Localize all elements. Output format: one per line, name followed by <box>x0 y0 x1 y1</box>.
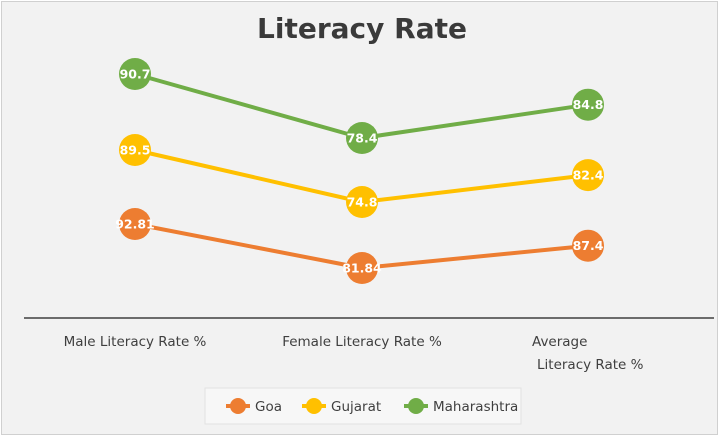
x-tick-label: Female Literacy Rate % <box>282 334 442 350</box>
legend-item-maharashtra: Maharashtra <box>404 398 518 415</box>
maharashtra-point <box>119 58 151 90</box>
gujarat-point <box>572 159 604 192</box>
goa-point <box>346 252 378 284</box>
gujarat-line-segment <box>133 148 364 204</box>
goa-point <box>119 208 151 240</box>
goa-line-segment <box>133 222 364 270</box>
gujarat-line-segment <box>360 173 590 204</box>
goa-point <box>572 229 604 262</box>
x-tick-label: Literacy Rate % <box>537 357 644 373</box>
goa-data-label: 87.4 <box>573 238 604 253</box>
legend-marker-maharashtra <box>408 398 424 414</box>
maharashtra-point <box>346 122 378 154</box>
goa-line-segment <box>360 243 590 270</box>
category-labels: Male Literacy Rate % Female Literacy Rate… <box>64 334 644 373</box>
gujarat-data-label: 74.8 <box>347 195 378 210</box>
maharashtra-data-label: 90.7 <box>120 67 151 82</box>
legend-label-gujarat: Gujarat <box>331 399 381 415</box>
goa-data-label: 81.84 <box>342 261 382 276</box>
legend-item-goa: Goa <box>226 398 282 415</box>
goa-data-label: 92.81 <box>115 217 155 232</box>
legend-box <box>204 387 522 425</box>
series-maharashtra: 90.7 78.4 84.8 <box>119 58 604 154</box>
maharashtra-point <box>572 88 604 121</box>
gujarat-point <box>346 186 378 218</box>
chart-title: Literacy Rate <box>257 12 467 45</box>
maharashtra-data-label: 84.8 <box>573 97 604 112</box>
x-tick-label: Average <box>532 334 587 350</box>
legend-label-goa: Goa <box>255 399 282 415</box>
series-goa: 92.81 81.84 87.4 <box>115 208 604 284</box>
gujarat-point <box>119 134 151 166</box>
gujarat-data-label: 82.4 <box>573 168 604 183</box>
series-gujarat: 89.5 74.8 82.4 <box>119 134 604 218</box>
legend: Goa Gujarat Maharashtra <box>226 398 518 415</box>
maharashtra-data-label: 78.4 <box>347 131 378 146</box>
legend-label-maharashtra: Maharashtra <box>433 399 518 415</box>
gujarat-data-label: 89.5 <box>120 143 151 158</box>
legend-marker-goa <box>230 398 246 414</box>
maharashtra-line-segment <box>360 102 590 140</box>
legend-item-gujarat: Gujarat <box>302 398 381 415</box>
x-tick-label: Male Literacy Rate % <box>64 334 207 350</box>
series-layer: 92.81 81.84 87.4 89.5 74.8 82.4 90.7 78.4 84.8 <box>115 58 604 284</box>
maharashtra-line-segment <box>133 72 364 140</box>
legend-marker-gujarat <box>306 398 322 414</box>
